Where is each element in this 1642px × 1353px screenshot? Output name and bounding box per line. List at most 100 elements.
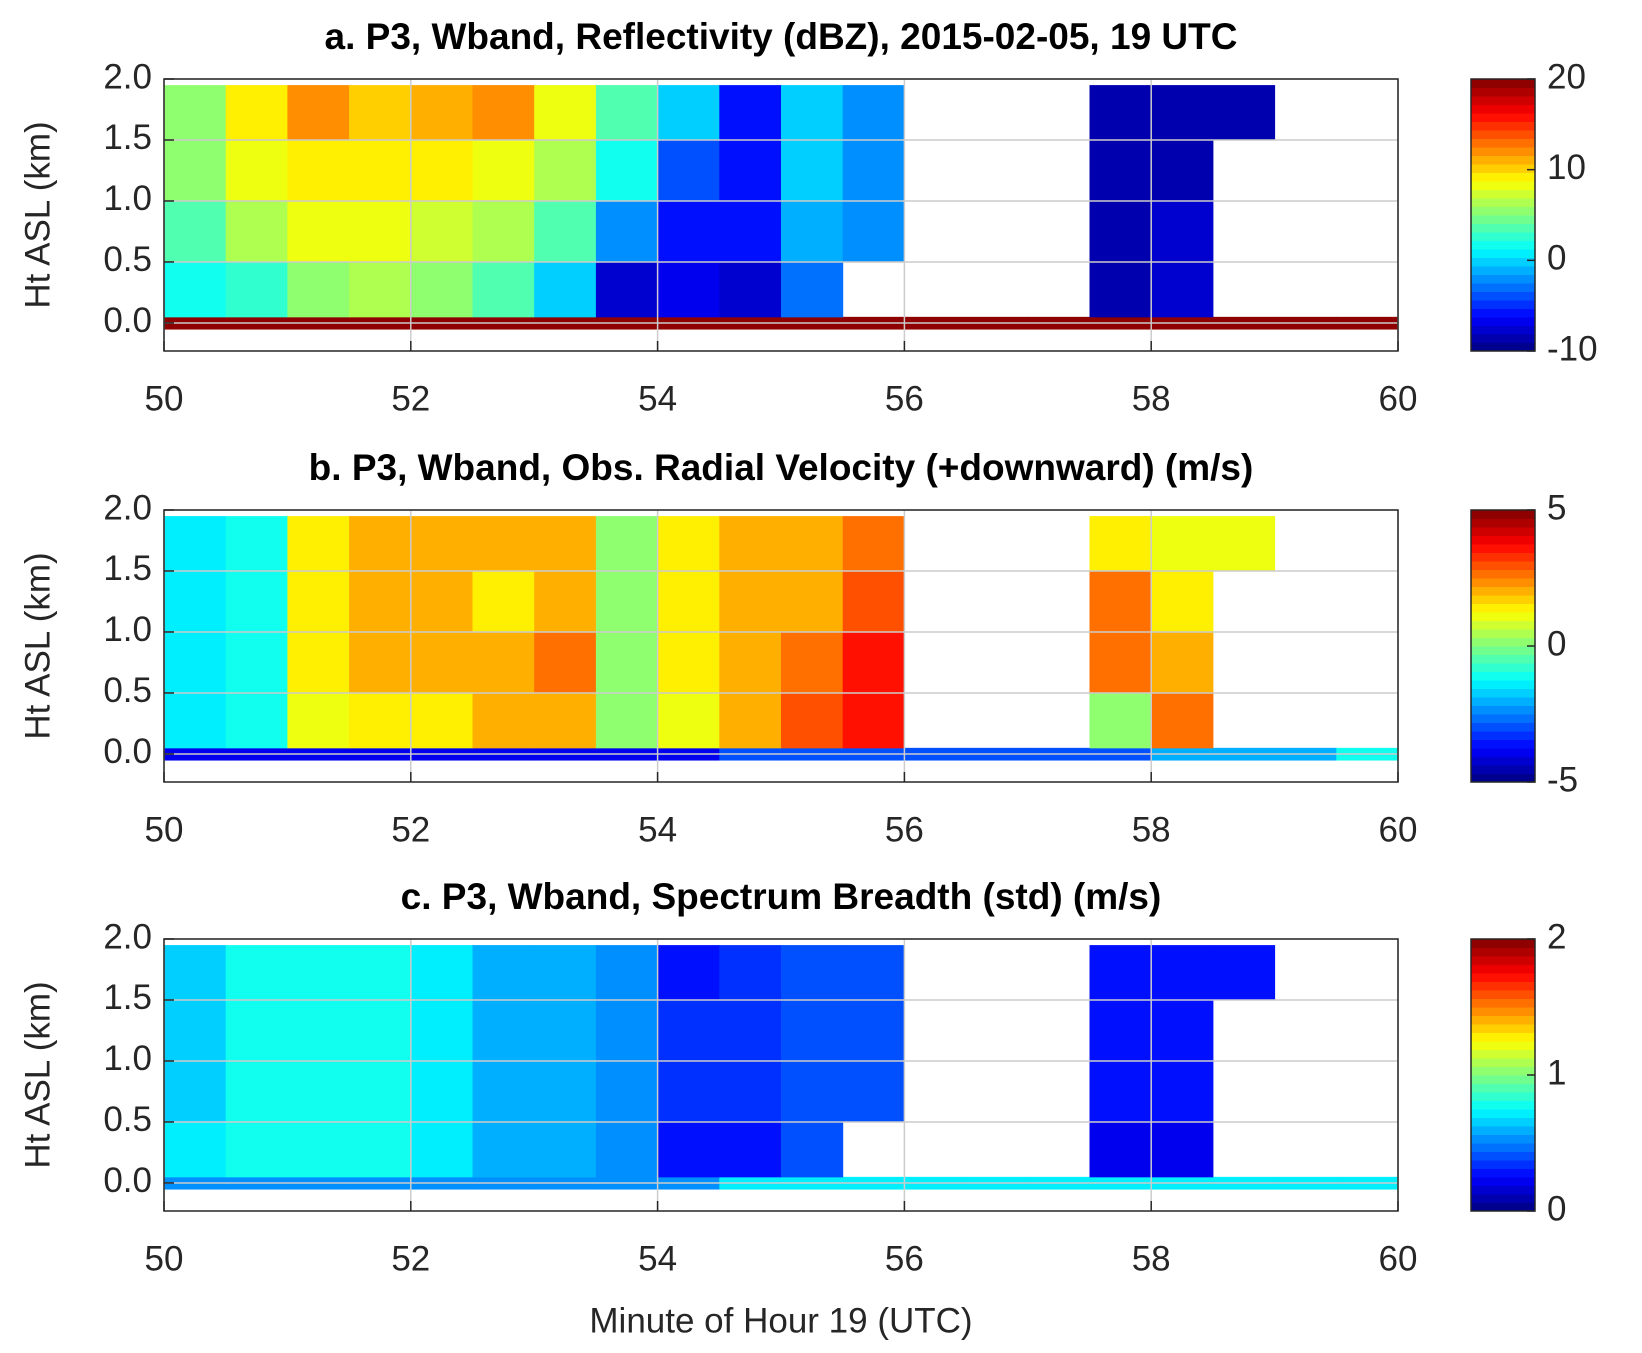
x-tick-label: 54 [638, 379, 677, 418]
y-tick-label: 2.0 [103, 917, 152, 956]
colorbar-band [1471, 739, 1535, 749]
heatmap-cell [657, 631, 720, 694]
heatmap-cell [719, 1121, 782, 1178]
heatmap-cell [781, 85, 844, 141]
colorbar-band [1471, 680, 1535, 689]
colorbar-band [1471, 990, 1535, 999]
colorbar-band [1471, 1134, 1535, 1144]
panel-title: b. P3, Wband, Obs. Radial Velocity (+dow… [309, 447, 1254, 488]
heatmap-cell [410, 570, 473, 633]
heatmap-cell [410, 999, 473, 1062]
heatmap-cell [719, 692, 782, 749]
heatmap-cell [534, 516, 597, 572]
heatmap-cell [534, 85, 597, 141]
heatmap-cell [534, 139, 597, 202]
colorbar-band [1471, 1117, 1535, 1127]
colorbar-band [1471, 1075, 1535, 1084]
heatmap-cell [287, 139, 350, 202]
colorbar-band [1471, 155, 1535, 165]
heatmap-cell [595, 692, 659, 749]
heatmap-cell [595, 1121, 659, 1178]
heatmap-cell [349, 999, 412, 1062]
heatmap-cell [349, 139, 412, 202]
heatmap-cell [225, 692, 288, 749]
colorbar-band [1471, 756, 1535, 766]
colorbar-band [1471, 603, 1535, 613]
heatmap-cell [472, 999, 535, 1062]
colorbar-band [1471, 1041, 1535, 1050]
heatmap-cell [225, 516, 288, 572]
heatmap-cell [349, 692, 412, 749]
heatmap-cell [287, 631, 350, 694]
y-tick-label: 2.0 [103, 488, 152, 527]
heatmap-cell [164, 945, 227, 1001]
colorbar-band [1471, 535, 1535, 545]
colorbar-band [1471, 714, 1535, 723]
heatmap-cell [719, 945, 782, 1001]
heatmap-cell [657, 692, 720, 749]
heatmap-cell [534, 631, 597, 694]
colorbar-band [1471, 1092, 1535, 1101]
heatmap-cell [719, 570, 782, 633]
colorbar-band [1471, 663, 1535, 672]
y-tick-label: 0.5 [103, 1100, 152, 1139]
colorbar-band [1471, 552, 1535, 562]
colorbar-tick-label: 5 [1547, 488, 1566, 527]
y-tick-label: 0.0 [103, 1161, 152, 1200]
heatmap-cell [1151, 139, 1214, 202]
heatmap-cell [225, 1121, 288, 1178]
colorbar-band [1471, 79, 1535, 88]
colorbar-band [1471, 654, 1535, 664]
colorbar-band [1471, 104, 1535, 114]
heatmap-cell [472, 261, 535, 318]
y-tick-label: 0.5 [103, 671, 152, 710]
heatmap-cell [1212, 85, 1276, 141]
heatmap-cell [719, 631, 782, 694]
x-tick-label: 52 [391, 379, 430, 418]
heatmap-cell [472, 570, 535, 633]
colorbar-tick-label: 0 [1547, 1189, 1566, 1228]
x-tick-label: 58 [1132, 810, 1171, 849]
colorbar-band [1471, 240, 1535, 250]
heatmap-cell [781, 570, 844, 633]
heatmap-cell [349, 631, 412, 694]
colorbar-band [1471, 973, 1535, 982]
heatmap-cell [719, 261, 782, 318]
x-tick-label: 60 [1379, 1239, 1418, 1278]
colorbar-band [1471, 527, 1535, 536]
heatmap-cell [534, 570, 597, 633]
heatmap-cell [781, 692, 844, 749]
heatmap-cell [1151, 570, 1214, 633]
heatmap-cell [781, 200, 844, 263]
heatmap-cell [534, 692, 597, 749]
heatmap-cell [287, 1121, 350, 1178]
colorbar-band [1471, 1066, 1535, 1076]
colorbar-tick-label: 0 [1547, 624, 1566, 663]
colorbar-band [1471, 1100, 1535, 1110]
x-tick-label: 54 [638, 810, 677, 849]
heatmap-cell [225, 999, 288, 1062]
heatmap-cell [657, 200, 720, 263]
heatmap-cell [410, 200, 473, 263]
heatmap-cell [719, 999, 782, 1062]
heatmap-cell [657, 1060, 720, 1123]
heatmap-cell [164, 139, 227, 202]
heatmap-cell [781, 631, 844, 694]
colorbar-band [1471, 964, 1535, 974]
colorbar-band [1471, 138, 1535, 148]
heatmap-cell [287, 261, 350, 318]
heatmap-cell [657, 261, 720, 318]
colorbar-band [1471, 578, 1535, 587]
heatmap-cell [719, 200, 782, 263]
colorbar-band [1471, 172, 1535, 182]
x-tick-label: 60 [1379, 810, 1418, 849]
heatmap-cell [164, 570, 227, 633]
colorbar-band [1471, 705, 1535, 715]
heatmap-cell [657, 999, 720, 1062]
colorbar-band [1471, 773, 1535, 783]
heatmap-cell [472, 692, 535, 749]
colorbar-band [1471, 334, 1535, 343]
heatmap-cell [657, 516, 720, 572]
heatmap-cell [225, 945, 288, 1001]
heatmap-cell [1151, 999, 1214, 1062]
